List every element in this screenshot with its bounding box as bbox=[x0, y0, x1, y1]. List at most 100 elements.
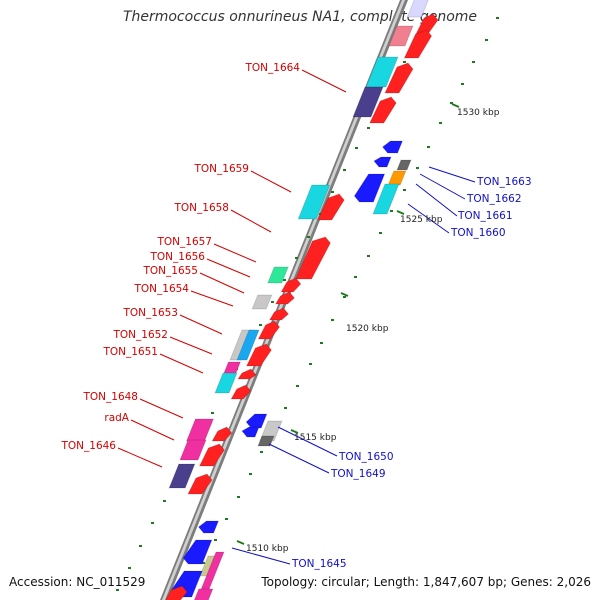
scale-tick-mark bbox=[307, 236, 310, 238]
scale-tick-mark bbox=[485, 39, 488, 41]
kbp-label-1530: 1530 kbp bbox=[457, 108, 500, 118]
gene-block bbox=[165, 585, 188, 600]
kbp-labels: 1530 kbp 1525 kbp 1520 kbp 1515 kbp 1510… bbox=[246, 108, 500, 554]
gene-block bbox=[406, 0, 429, 18]
gene-label-ton-1645[interactable]: TON_1645 bbox=[291, 558, 347, 570]
leader-line bbox=[190, 290, 234, 307]
gene-label-rada[interactable]: radA bbox=[104, 412, 129, 424]
gene-label-ton-1653[interactable]: TON_1653 bbox=[122, 307, 178, 319]
gene-block bbox=[182, 539, 213, 565]
gene-block bbox=[197, 520, 220, 534]
gene-block bbox=[268, 307, 290, 321]
leader-line bbox=[277, 426, 338, 457]
major-scale-tick bbox=[396, 210, 405, 215]
major-scale-tick bbox=[340, 292, 349, 297]
leader-line bbox=[301, 69, 347, 93]
gene-label-ton-1657[interactable]: TON_1657 bbox=[156, 236, 212, 248]
scale-tick-mark bbox=[295, 257, 298, 259]
scale-tick-mark bbox=[472, 61, 475, 63]
gene-label-ton-1663[interactable]: TON_1663 bbox=[476, 176, 532, 188]
scale-tick-mark bbox=[139, 545, 142, 547]
gene-label-ton-1649[interactable]: TON_1649 bbox=[330, 468, 386, 480]
gene-block bbox=[187, 473, 213, 495]
gene-block bbox=[384, 62, 414, 94]
topology-text: Topology: circular; Length: 1,847,607 bp… bbox=[261, 575, 591, 589]
gene-block bbox=[193, 588, 214, 600]
scale-tick-mark bbox=[367, 127, 370, 129]
gene-block bbox=[352, 86, 384, 118]
gene-block bbox=[403, 29, 433, 59]
gene-block bbox=[179, 439, 207, 461]
scale-tick-mark bbox=[461, 83, 464, 85]
scale-tick-mark bbox=[427, 146, 430, 148]
gene-block bbox=[353, 173, 386, 203]
leader-line bbox=[139, 398, 184, 419]
accession-text: Accession: NC_011529 bbox=[9, 575, 146, 589]
gene-label-ton-1659[interactable]: TON_1659 bbox=[193, 163, 249, 175]
scale-tick-mark bbox=[331, 319, 334, 321]
scale-tick-mark bbox=[202, 562, 205, 564]
scale-tick-mark bbox=[296, 385, 299, 387]
scale-tick-mark bbox=[116, 589, 119, 591]
leader-line bbox=[130, 419, 175, 441]
kbp-label-1515: 1515 kbp bbox=[294, 433, 337, 443]
scale-tick-mark bbox=[225, 518, 228, 520]
gene-block bbox=[168, 463, 196, 489]
gene-label-ton-1661[interactable]: TON_1661 bbox=[457, 210, 513, 222]
scale-tick-mark bbox=[128, 567, 131, 569]
gene-block bbox=[222, 361, 242, 375]
scale-tick-mark bbox=[416, 167, 419, 169]
gene-block bbox=[214, 372, 238, 394]
gene-block bbox=[257, 435, 275, 447]
gene-label-ton-1648[interactable]: TON_1648 bbox=[82, 391, 138, 403]
gene-label-ton-1662[interactable]: TON_1662 bbox=[466, 193, 522, 205]
gene-label-ton-1664[interactable]: TON_1664 bbox=[244, 62, 300, 74]
gene-label-ton-1652[interactable]: TON_1652 bbox=[112, 329, 168, 341]
gene-label-ton-1651[interactable]: TON_1651 bbox=[102, 346, 158, 358]
gene-block bbox=[267, 266, 289, 284]
gene-block bbox=[387, 170, 407, 186]
gene-block bbox=[372, 183, 400, 215]
kbp-label-1510: 1510 kbp bbox=[246, 544, 289, 554]
leader-line bbox=[179, 314, 223, 335]
scale-tick-mark bbox=[319, 213, 322, 215]
gene-label-ton-1654[interactable]: TON_1654 bbox=[133, 283, 189, 295]
scale-tick-mark bbox=[343, 169, 346, 171]
forward-gene-labels: TON_1664 TON_1659 TON_1658 TON_1657 TON_… bbox=[60, 62, 300, 452]
leader-line bbox=[199, 272, 245, 294]
gene-block bbox=[294, 236, 331, 280]
major-scale-tick bbox=[236, 540, 245, 545]
scale-tick-mark bbox=[284, 407, 287, 409]
leader-line bbox=[213, 243, 257, 263]
gene-block bbox=[245, 413, 268, 429]
scale-tick-mark bbox=[367, 255, 370, 257]
kbp-label-1520: 1520 kbp bbox=[346, 324, 389, 334]
gene-block bbox=[245, 343, 273, 367]
gene-blocks bbox=[165, 0, 439, 600]
gene-block bbox=[185, 418, 215, 442]
gene-label-ton-1658[interactable]: TON_1658 bbox=[173, 202, 229, 214]
leader-line bbox=[159, 353, 204, 374]
map-title: Thermococcus onnurineus NA1, complete ge… bbox=[122, 9, 478, 25]
gene-label-ton-1650[interactable]: TON_1650 bbox=[338, 451, 394, 463]
gene-label-ton-1646[interactable]: TON_1646 bbox=[60, 440, 116, 452]
leader-line bbox=[428, 166, 476, 183]
scale-tick-mark bbox=[439, 122, 442, 124]
scale-tick-mark bbox=[403, 189, 406, 191]
leader-line bbox=[419, 173, 466, 200]
scale-tick-mark bbox=[151, 522, 154, 524]
scale-tick-mark bbox=[237, 496, 240, 498]
scale-tick-mark bbox=[260, 451, 263, 453]
scale-tick-mark bbox=[271, 301, 274, 303]
gene-label-ton-1656[interactable]: TON_1656 bbox=[149, 251, 205, 263]
scale-tick-mark bbox=[379, 232, 382, 234]
major-scale-tick bbox=[451, 103, 460, 108]
gene-block bbox=[274, 291, 296, 305]
gene-label-ton-1660[interactable]: TON_1660 bbox=[450, 227, 506, 239]
gene-label-ton-1655[interactable]: TON_1655 bbox=[142, 265, 198, 277]
scale-tick-mark bbox=[211, 412, 214, 414]
gene-block bbox=[317, 193, 345, 221]
leader-line bbox=[407, 203, 450, 234]
gene-block bbox=[396, 159, 412, 171]
